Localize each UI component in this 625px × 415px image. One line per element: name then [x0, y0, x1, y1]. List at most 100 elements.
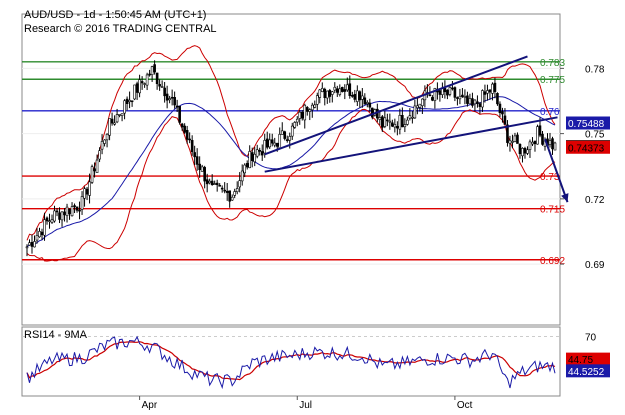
candle-body: [73, 205, 76, 207]
candle-body: [48, 220, 51, 222]
candle-body: [135, 83, 139, 93]
candle-body: [393, 124, 397, 128]
candle-body: [521, 148, 524, 157]
horizontal-level-label: 0.73: [540, 172, 560, 183]
candle-body: [138, 79, 141, 94]
candle-body: [178, 105, 181, 123]
candle-body: [143, 83, 146, 85]
price-tag-label: 0.75488: [568, 119, 605, 130]
candle-body: [463, 96, 467, 98]
price-axis-tick-label: 0.75: [585, 130, 605, 141]
candle-body: [416, 105, 419, 109]
candle-body: [148, 73, 151, 76]
candle-body: [173, 97, 176, 106]
candle-body: [233, 191, 236, 196]
candle-body: [260, 151, 264, 156]
candle-body: [503, 115, 507, 125]
candle-body: [163, 87, 166, 97]
candle-body: [408, 115, 412, 119]
candle-body: [243, 164, 247, 174]
candle-body: [25, 246, 29, 249]
candle-body: [133, 84, 136, 100]
candle-body: [218, 184, 221, 187]
candle-body: [511, 141, 514, 143]
candle-body: [188, 138, 191, 141]
rsi-line: [26, 335, 556, 390]
candle-body: [378, 117, 382, 120]
candle-body: [258, 150, 262, 152]
candle-body: [275, 142, 279, 147]
candle-body: [65, 206, 69, 216]
candle-body: [323, 88, 327, 98]
x-axis-month-label: Oct: [457, 400, 473, 411]
candle-body: [356, 90, 359, 102]
candle-body: [165, 93, 169, 101]
candle-body: [536, 126, 539, 145]
candle-body: [551, 138, 554, 150]
candle-body: [391, 122, 394, 127]
candle-body: [346, 84, 349, 91]
candle-body: [471, 98, 474, 106]
candle-body: [506, 124, 509, 143]
candle-body: [433, 88, 437, 101]
candle-body: [83, 188, 86, 199]
candle-body: [208, 180, 211, 184]
candle-body: [30, 242, 34, 247]
candle-body: [255, 149, 259, 157]
candle-body: [493, 82, 497, 92]
candle-body: [225, 190, 229, 193]
candle-body: [40, 231, 44, 236]
candle-body: [523, 148, 527, 154]
candle-body: [240, 170, 244, 182]
candle-body: [220, 187, 224, 190]
candle-body: [248, 151, 252, 169]
candle-body: [448, 87, 452, 95]
trend-channel-upper: [264, 55, 528, 156]
candle-body: [388, 120, 392, 123]
rsi-axis-tick-label: 70: [585, 333, 597, 344]
candle-body: [328, 90, 332, 97]
candle-body: [458, 95, 462, 100]
candle-body: [298, 111, 302, 119]
horizontal-level-label: 0.783: [540, 58, 565, 69]
candle-body: [303, 104, 307, 121]
candle-body: [170, 96, 174, 99]
candle-body: [160, 86, 164, 88]
candle-body: [85, 188, 89, 195]
candle-body: [538, 125, 542, 136]
candle-body: [413, 105, 417, 119]
price-tag-box: [566, 140, 610, 154]
candle-body: [333, 86, 337, 91]
candle-body: [203, 167, 206, 182]
candle-body: [90, 166, 94, 183]
candle-body: [158, 84, 161, 87]
candle-body: [215, 182, 219, 186]
rsi-layer: [22, 335, 560, 390]
rsi-tag-box: [566, 364, 610, 378]
x-axis-month-label: Apr: [142, 400, 158, 411]
candle-body: [315, 95, 319, 105]
candle-body: [278, 134, 282, 149]
price-axis-tick-label: 0.78: [585, 64, 605, 75]
chart-subtitle: Research © 2016 TRADING CENTRAL: [24, 23, 217, 35]
candle-body: [93, 168, 96, 172]
candle-body: [501, 111, 504, 115]
candle-body: [68, 208, 71, 215]
candle-body: [223, 189, 226, 192]
candle-body: [118, 114, 121, 116]
candle-body: [283, 131, 287, 139]
price-axis-tick-label: 0.72: [585, 195, 605, 206]
candle-body: [60, 211, 64, 221]
candle-body: [513, 135, 517, 142]
candle-body: [213, 183, 216, 185]
candle-body: [253, 153, 257, 163]
candle-body: [175, 105, 179, 108]
candle-body: [80, 196, 84, 210]
candle-body: [418, 103, 422, 108]
candle-body: [238, 180, 242, 188]
price-layer: [22, 45, 560, 265]
candle-body: [78, 209, 81, 212]
candle-body: [125, 98, 129, 104]
candle-body: [210, 180, 214, 186]
candle-body: [28, 242, 31, 246]
